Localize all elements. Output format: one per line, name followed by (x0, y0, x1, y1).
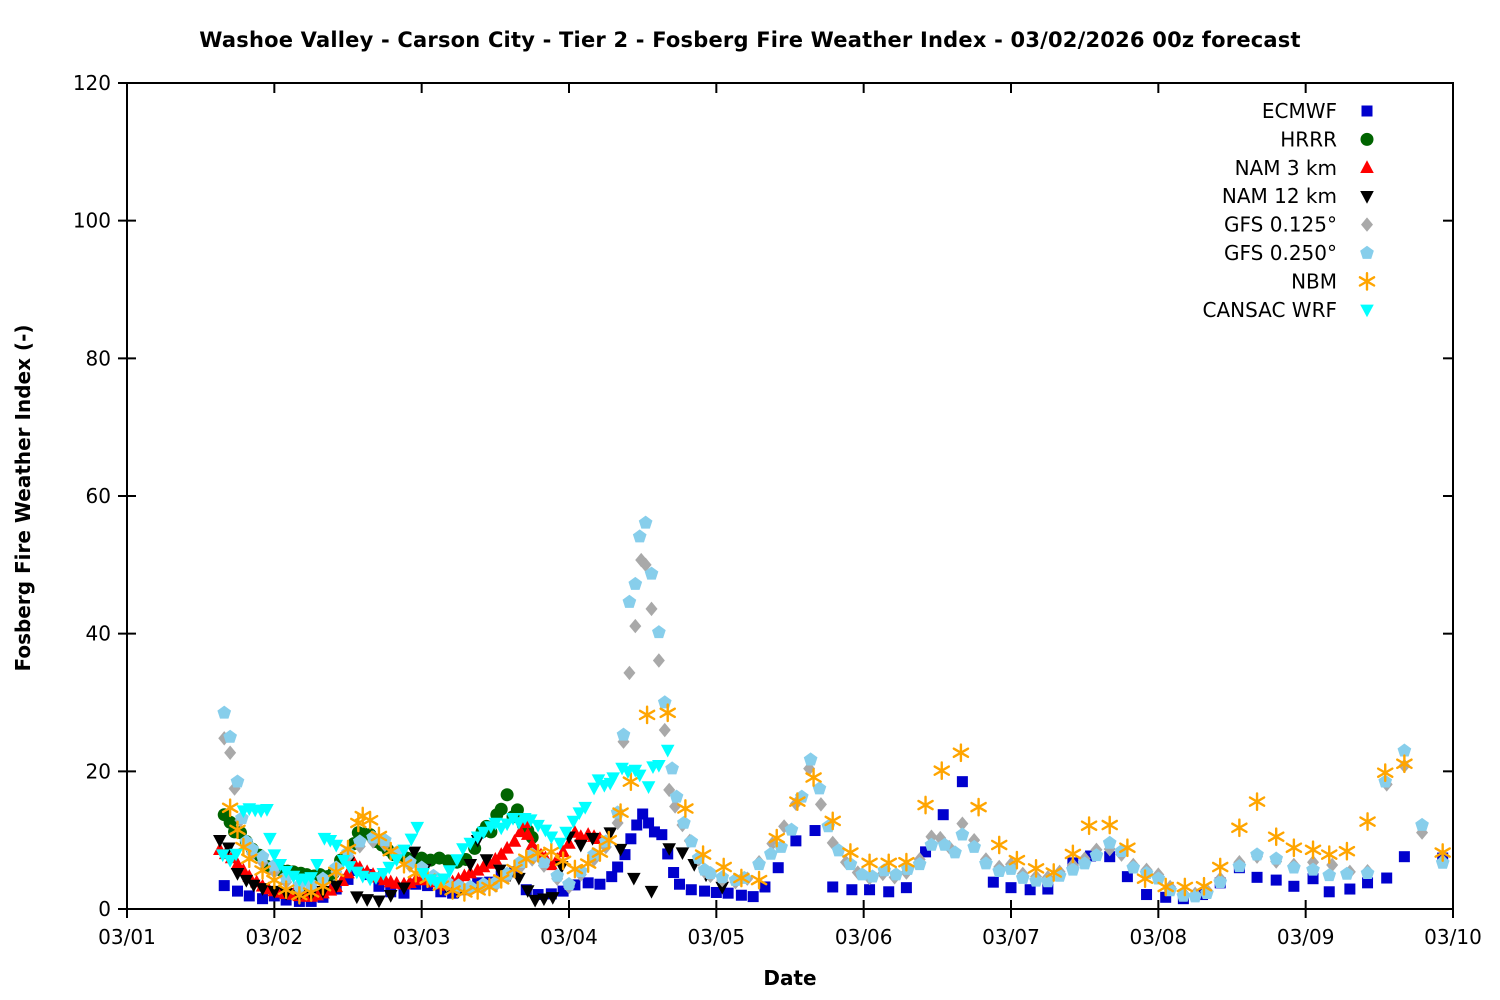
y-tick-label: 20 (86, 759, 111, 783)
legend-item-nam-12-km: NAM 12 km (1222, 184, 1374, 208)
legend-label: GFS 0.250° (1224, 241, 1337, 265)
x-axis-label: Date (763, 966, 817, 990)
legend-item-ecmwf: ECMWF (1262, 99, 1373, 123)
legend-item-hrrr: HRRR (1280, 127, 1374, 151)
legend-item-gfs-0-125-: GFS 0.125° (1224, 213, 1373, 237)
y-tick-label: 80 (86, 346, 111, 370)
y-tick-label: 120 (73, 71, 111, 95)
x-tick-label: 03/01 (98, 925, 156, 949)
legend-label: GFS 0.125° (1224, 213, 1337, 237)
y-tick-label: 100 (73, 209, 111, 233)
legend-item-cansac-wrf: CANSAC WRF (1202, 298, 1374, 322)
legend-item-nbm: NBM (1291, 269, 1376, 293)
axis-ticks: 03/01 03/02 03/03 03/04 03/05 03/06 03/07 03/08… (73, 71, 1482, 949)
x-tick-label: 03/04 (540, 925, 598, 949)
y-tick-label: 0 (98, 897, 111, 921)
x-tick-label: 03/10 (1424, 925, 1482, 949)
series-cansac-wrf (215, 744, 675, 890)
legend: ECMWF HRRR NAM 3 km NAM 12 km GFS 0.125° GFS … (1202, 99, 1376, 322)
x-tick-label: 03/03 (393, 925, 451, 949)
legend-label: ECMWF (1262, 99, 1337, 123)
legend-label: NBM (1291, 269, 1337, 293)
chart-title: Washoe Valley - Carson City - Tier 2 - F… (199, 28, 1301, 52)
y-tick-label: 60 (86, 484, 111, 508)
x-tick-label: 03/08 (1130, 925, 1188, 949)
legend-label: NAM 3 km (1235, 156, 1337, 180)
x-tick-label: 03/09 (1277, 925, 1335, 949)
legend-label: HRRR (1280, 127, 1337, 151)
x-tick-label: 03/05 (688, 925, 746, 949)
legend-item-nam-3-km: NAM 3 km (1235, 156, 1374, 180)
x-tick-label: 03/06 (835, 925, 893, 949)
y-tick-label: 40 (86, 622, 111, 646)
x-tick-label: 03/02 (246, 925, 304, 949)
x-tick-label: 03/07 (982, 925, 1040, 949)
legend-label: NAM 12 km (1222, 184, 1337, 208)
series-nbm (221, 703, 1451, 905)
legend-label: CANSAC WRF (1202, 298, 1337, 322)
legend-item-gfs-0-250-: GFS 0.250° (1224, 241, 1374, 265)
